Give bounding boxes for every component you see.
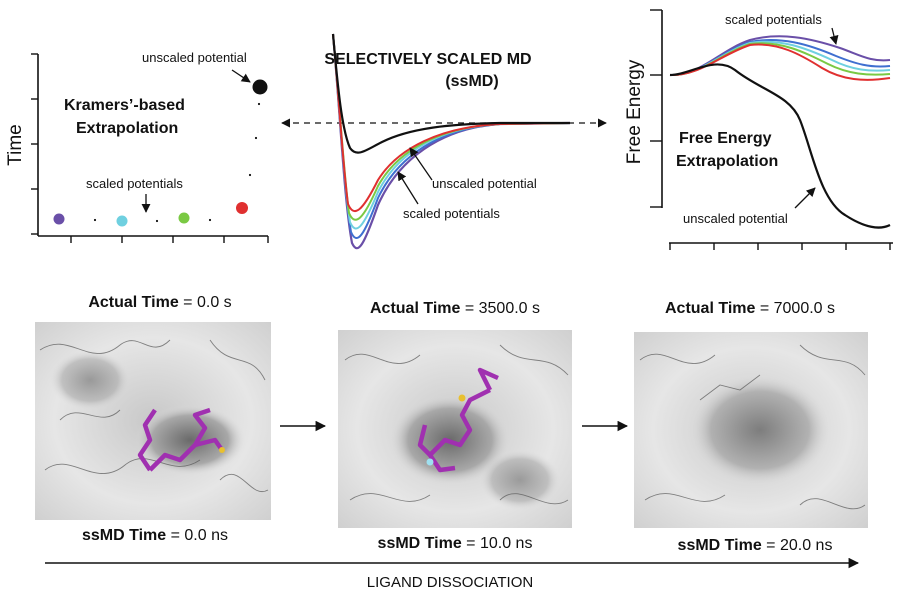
dissociation-label: LIGAND DISSOCIATION: [367, 574, 533, 591]
potential-red: [332, 33, 571, 212]
extrapolation-dot: [155, 219, 159, 223]
kramers-panel: Time Kramers’-based Extrapolation unscal…: [5, 50, 269, 243]
kramers-title-line2: Extrapolation: [76, 120, 178, 137]
fe-curve-unscaled: [669, 63, 891, 229]
fe-title-line1: Free Energy: [679, 130, 772, 147]
kramers-unscaled-arrow: [231, 69, 251, 83]
potential-unscaled: [331, 33, 570, 154]
ssmd-unscaled-arrow: [409, 147, 433, 181]
fe-scaled-label: scaled potentials: [725, 12, 822, 27]
extrapolation-dot: [93, 218, 97, 222]
kramers-scaled-label: scaled potentials: [86, 176, 183, 191]
snapshot-1: Actual Time = 0.0 s ssMD Time = 0.0 ns: [35, 294, 271, 544]
extrapolation-dot: [254, 136, 258, 140]
snapshot-2-ligand: [417, 367, 499, 473]
ssmd-panel: SELECTIVELY SCALED MD (ssMD) unscaled po…: [281, 33, 607, 250]
snapshot-3-shadow: [690, 375, 830, 485]
extrapolation-dot: [248, 173, 252, 177]
actual-time-label-2: Actual Time = 3500.0 s: [370, 300, 540, 317]
snapshot-2-shadow: [480, 450, 560, 510]
ssmd-scaled-label: scaled potentials: [403, 206, 500, 221]
snapshot-2-atom: [458, 394, 466, 402]
time-axis-label: Time: [5, 124, 26, 166]
snapshot-2-atom: [426, 458, 434, 466]
snapshot-2-ribbons: [344, 344, 569, 505]
extrapolation-dot: [208, 218, 212, 222]
ssmd-unscaled-label: unscaled potential: [432, 176, 537, 191]
fe-axis-label: Free Energy: [624, 59, 645, 164]
extrapolation-dot: [257, 102, 261, 106]
ssmd-time-label-3: ssMD Time = 20.0 ns: [678, 537, 833, 554]
kramers-title-line1: Kramers’-based: [64, 97, 185, 114]
snapshot-1-ribbons: [39, 339, 269, 493]
snapshot-1-ligand: [137, 407, 224, 472]
fe-scaled-arrow: [829, 27, 839, 45]
kramers-point-cyan: [116, 215, 128, 227]
fe-unscaled-label: unscaled potential: [683, 211, 788, 226]
kramers-unscaled-label: unscaled potential: [142, 50, 247, 65]
actual-time-label-1: Actual Time = 0.0 s: [88, 294, 231, 311]
kramers-point-unscaled: [252, 79, 268, 95]
snapshot-3: Actual Time = 7000.0 s ssMD Time = 20.0 …: [634, 300, 868, 554]
ssmd-scaled-arrow: [397, 171, 419, 205]
actual-time-label-3: Actual Time = 7000.0 s: [665, 300, 835, 317]
ssmd-title-line1: SELECTIVELY SCALED MD: [324, 51, 531, 68]
free-energy-panel: Free Energy Free Energy Extrapolation sc…: [624, 9, 893, 250]
kramers-point-green: [178, 212, 190, 224]
snapshot-2: Actual Time = 3500.0 s ssMD Time = 10.0 …: [338, 300, 572, 552]
snapshot-1-atom: [219, 447, 225, 453]
snapshot-1-shadow: [50, 350, 130, 410]
fe-curve-red: [669, 43, 891, 81]
snapshot-3-ribbons: [639, 344, 866, 510]
ssmd-title-line2: (ssMD): [445, 73, 498, 90]
fe-unscaled-arrow: [794, 187, 816, 209]
ssmd-time-label-1: ssMD Time = 0.0 ns: [82, 527, 228, 544]
fe-title-line2: Extrapolation: [676, 153, 778, 170]
ssmd-time-label-2: ssMD Time = 10.0 ns: [378, 535, 533, 552]
kramers-point-red: [236, 202, 248, 214]
kramers-point-purple: [53, 213, 65, 225]
